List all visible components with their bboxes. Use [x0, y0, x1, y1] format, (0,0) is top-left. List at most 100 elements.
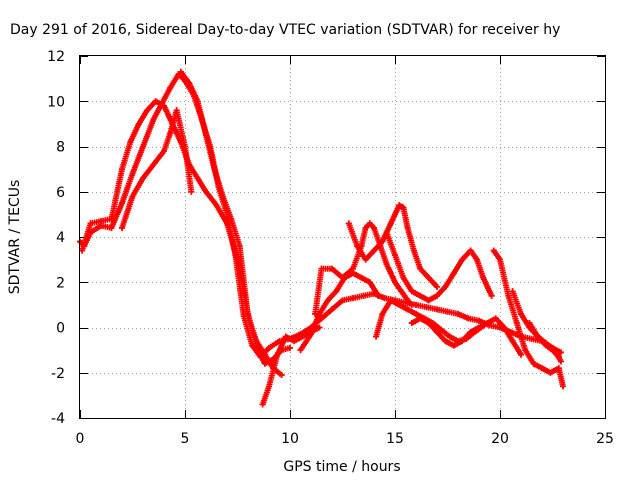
data-points — [77, 68, 566, 408]
data-point — [266, 383, 272, 390]
data-point — [459, 256, 466, 263]
data-point — [446, 333, 453, 340]
data-point — [259, 401, 266, 408]
y-tick-label: -4 — [51, 411, 65, 427]
series-markers — [177, 68, 285, 378]
series-markers — [79, 98, 293, 367]
data-point — [333, 288, 340, 295]
data-point — [410, 247, 417, 254]
data-point — [173, 107, 180, 114]
data-point — [266, 344, 272, 351]
y-tick-label: 0 — [56, 321, 65, 337]
y-tick-label: -2 — [51, 366, 65, 382]
series-markers — [408, 315, 524, 358]
data-point — [194, 98, 201, 105]
data-point — [177, 68, 184, 75]
data-point — [308, 331, 314, 338]
data-point — [396, 202, 403, 209]
series-markers — [490, 247, 566, 390]
data-point — [161, 102, 167, 109]
data-point — [488, 292, 495, 299]
data-point — [312, 310, 319, 317]
data-point — [490, 247, 497, 254]
data-point — [282, 333, 289, 340]
data-point — [465, 315, 472, 322]
data-point — [381, 295, 388, 302]
data-point — [119, 200, 125, 207]
data-point — [476, 324, 482, 331]
data-point — [513, 319, 520, 326]
data-point — [408, 301, 415, 308]
data-point — [228, 215, 235, 222]
series-trace-11 — [408, 315, 524, 358]
data-point — [387, 297, 394, 304]
data-point — [434, 292, 440, 299]
data-point — [203, 188, 209, 195]
series-trace-2 — [79, 98, 293, 367]
data-point — [188, 188, 195, 195]
data-point — [297, 347, 304, 354]
data-point — [518, 351, 524, 358]
data-point — [186, 80, 193, 87]
data-point — [362, 224, 369, 231]
data-point — [417, 315, 424, 322]
data-point — [434, 329, 440, 336]
data-point — [400, 274, 407, 281]
data-point — [455, 310, 461, 317]
data-point — [547, 369, 554, 376]
data-point — [379, 238, 386, 245]
plot-frame — [79, 55, 606, 419]
series-trace-3 — [119, 107, 195, 231]
data-point — [127, 138, 134, 145]
data-point — [480, 274, 487, 281]
data-point — [135, 120, 142, 127]
data-point — [234, 256, 241, 263]
data-point — [140, 175, 146, 182]
data-point — [467, 247, 474, 254]
series-markers — [119, 107, 195, 231]
data-point — [425, 297, 432, 304]
data-point — [219, 193, 226, 200]
data-point — [144, 107, 151, 114]
series-trace-14 — [526, 319, 564, 365]
data-point — [459, 338, 466, 345]
data-point — [400, 204, 407, 211]
data-point — [371, 247, 377, 254]
y-tick-label: 2 — [56, 275, 65, 291]
data-point — [98, 218, 104, 225]
x-tick-label: 15 — [386, 431, 404, 447]
data-point — [528, 335, 535, 342]
data-point — [339, 274, 346, 281]
data-point — [79, 247, 86, 254]
data-point — [543, 340, 550, 347]
data-point — [442, 283, 449, 290]
series-trace-12 — [490, 247, 566, 390]
data-point — [417, 265, 424, 272]
series-trace-10 — [383, 229, 495, 304]
x-tick-label: 10 — [281, 431, 299, 447]
chart-title: Day 291 of 2016, Sidereal Day-to-day VTE… — [10, 22, 560, 38]
data-point — [434, 306, 440, 313]
data-point — [539, 365, 545, 372]
series-trace-4 — [177, 68, 285, 379]
data-point — [476, 317, 482, 324]
data-point — [291, 338, 298, 345]
data-point — [404, 306, 411, 313]
data-point — [450, 270, 457, 277]
data-point — [358, 274, 365, 281]
data-point — [509, 288, 516, 295]
data-point — [213, 202, 220, 209]
x-axis-label: GPS time / hours — [283, 459, 400, 475]
data-point — [161, 148, 167, 155]
data-point — [140, 143, 146, 150]
x-tick-label: 5 — [181, 431, 190, 447]
series-trace-6 — [297, 270, 382, 354]
grid — [80, 56, 605, 418]
data-point — [551, 347, 558, 354]
data-point — [560, 383, 566, 390]
data-point — [152, 98, 159, 105]
data-point — [522, 347, 529, 354]
data-point — [423, 304, 430, 311]
data-point — [530, 360, 537, 367]
data-point — [329, 265, 335, 272]
